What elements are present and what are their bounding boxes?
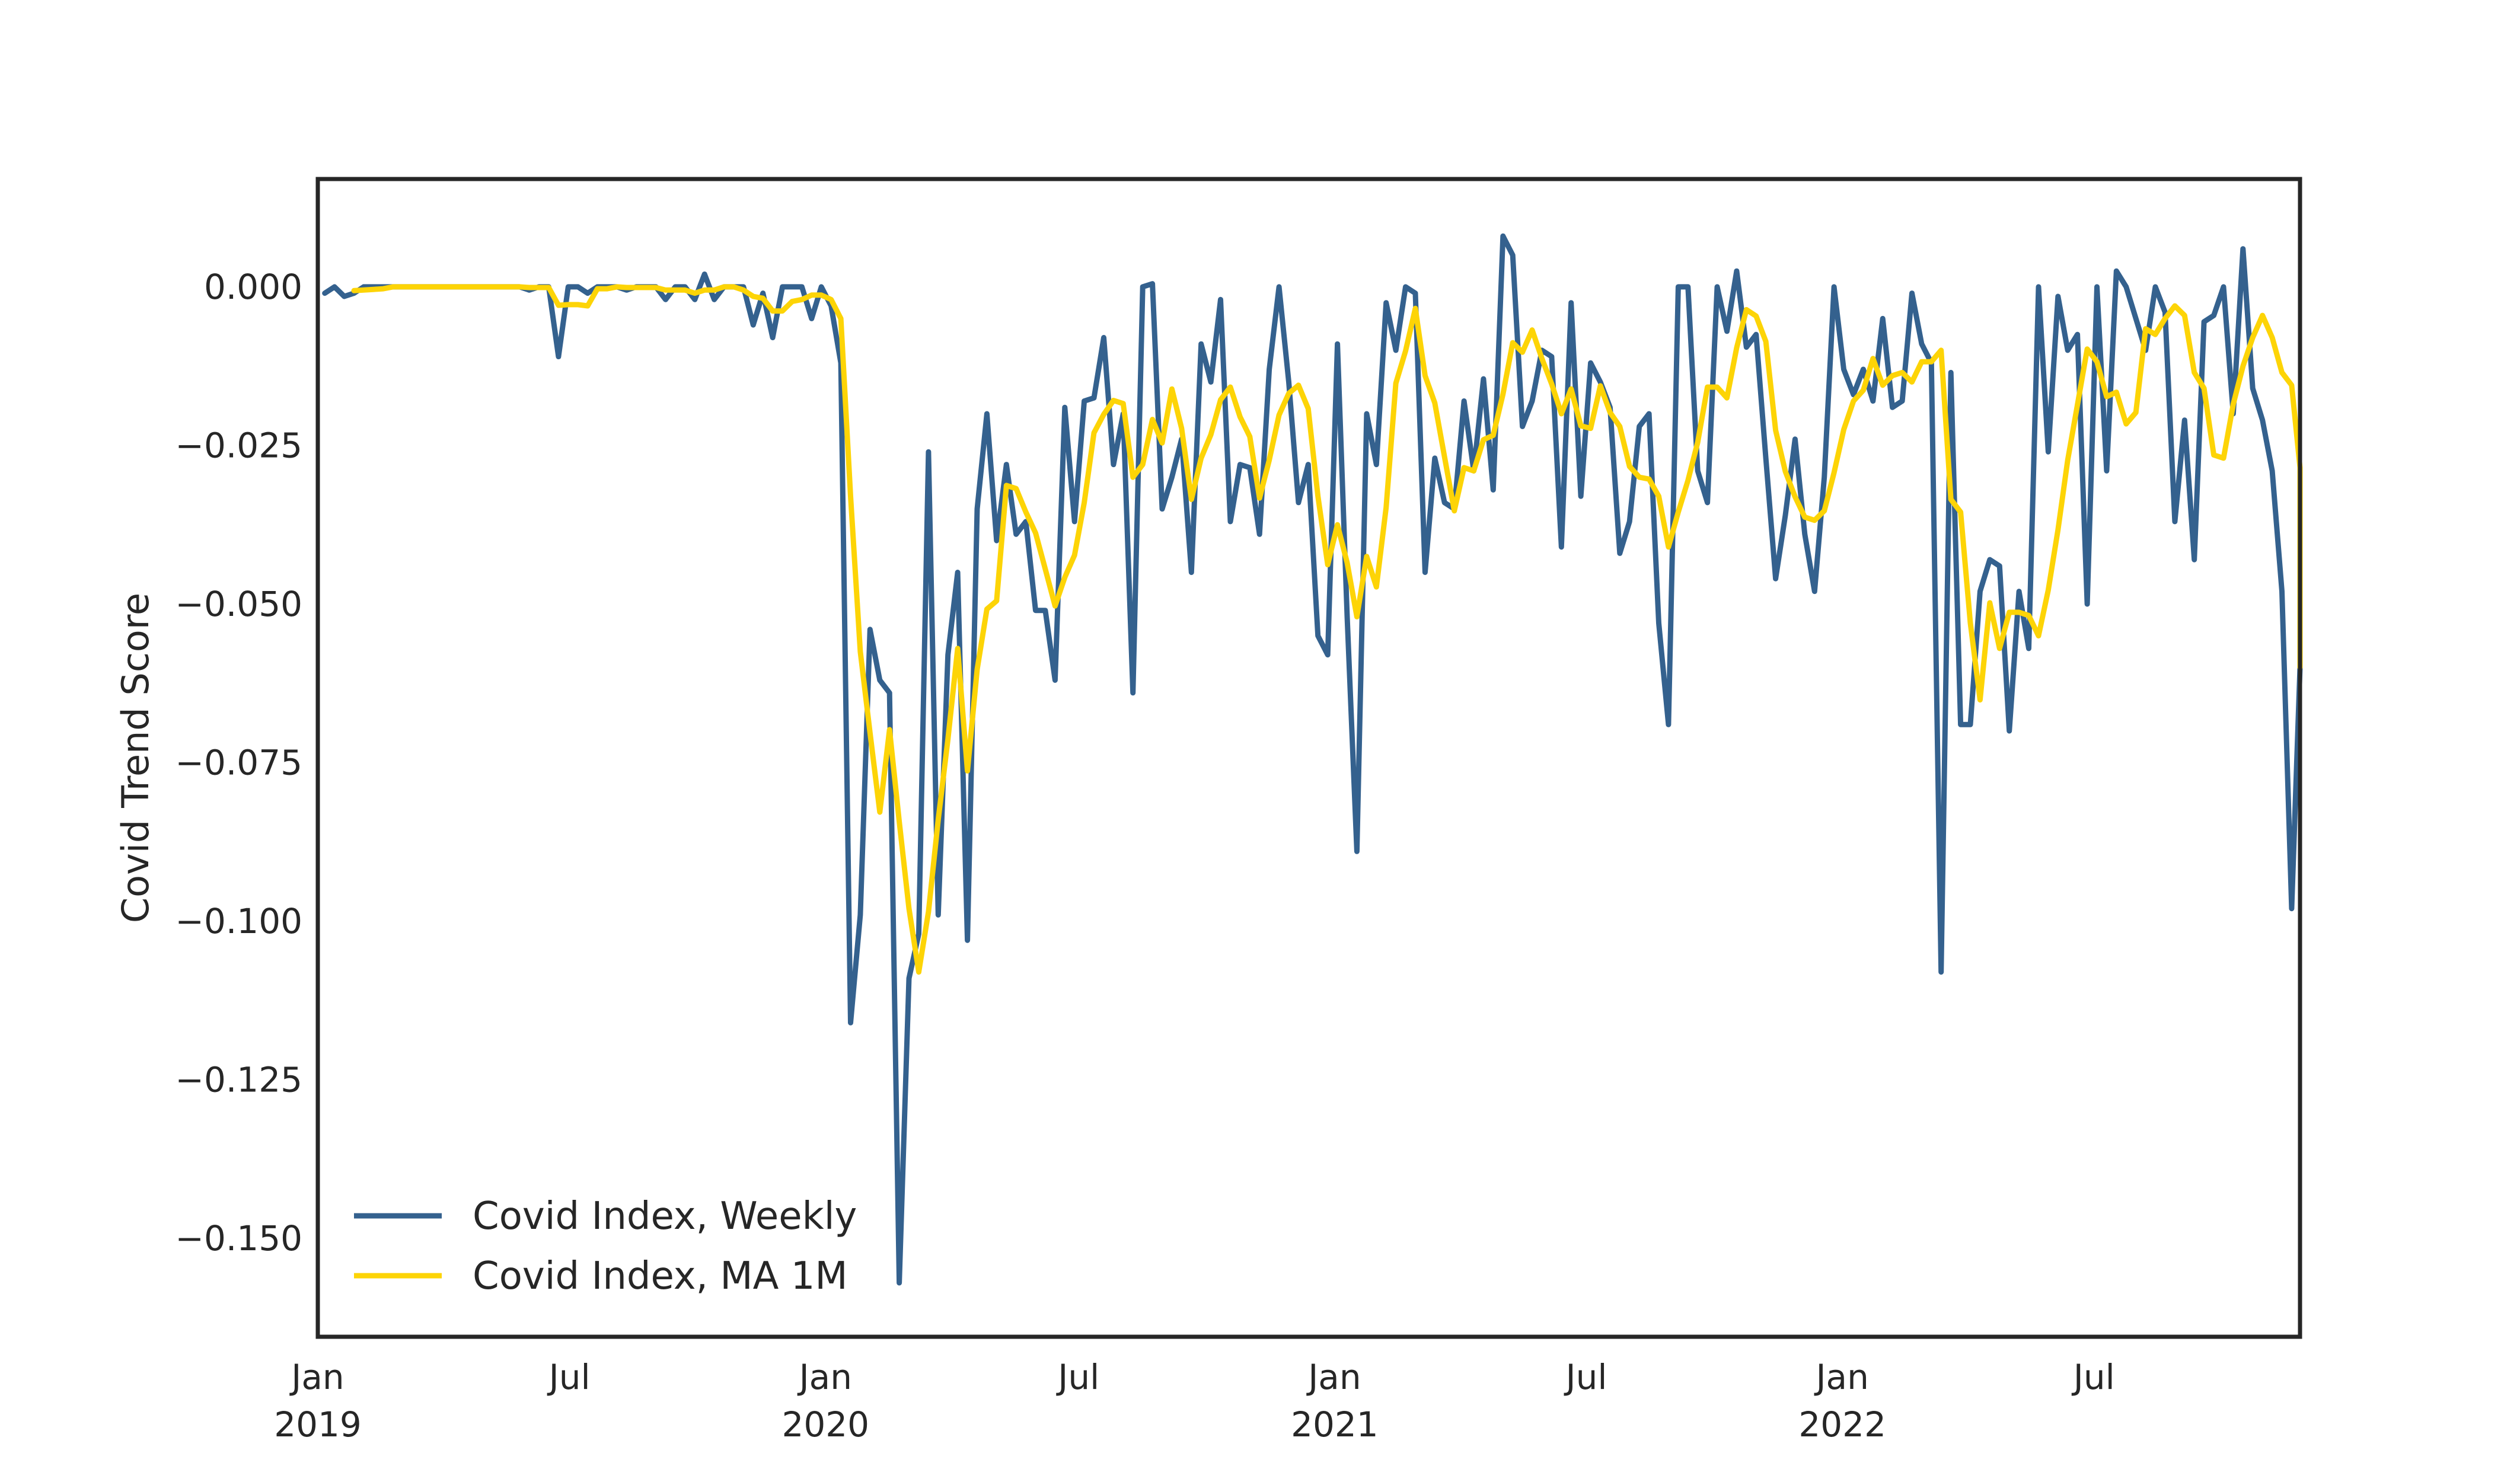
y-tick-label: −0.125: [175, 1060, 302, 1100]
y-tick-label: −0.025: [175, 425, 302, 465]
plot-background: [318, 179, 2300, 1337]
y-axis-label: Covid Trend Score: [114, 593, 157, 923]
x-axis: Jan 2019 Jul Jan 2020 Jul Jan 2021 Jul Jan 2022 Jul: [274, 1357, 2115, 1445]
y-tick-label: −0.050: [175, 584, 302, 624]
legend: Covid Index, Weekly Covid Index, MA 1M: [354, 1194, 857, 1298]
x-tick-label: Jul: [547, 1357, 591, 1397]
x-tick-year-label: 2020: [781, 1404, 869, 1445]
x-tick-year-label: 2021: [1291, 1404, 1379, 1445]
y-tick-label: 0.000: [204, 267, 302, 307]
legend-label: Covid Index, MA 1M: [473, 1254, 848, 1298]
x-tick-label: Jan: [1814, 1357, 1868, 1397]
x-tick-label: Jul: [1564, 1357, 1607, 1397]
y-axis: 0.000 −0.025 −0.050 −0.075 −0.100 −0.125 −0.15…: [175, 267, 302, 1259]
x-tick-year-label: 2022: [1798, 1404, 1886, 1445]
series-lines: [322, 233, 2303, 1286]
y-tick-label: −0.075: [175, 743, 302, 783]
plot-frame: [315, 177, 2302, 1339]
y-tick-label: −0.100: [175, 901, 302, 941]
x-tick-year-label: 2019: [274, 1404, 362, 1445]
series-line-ma-1m: [351, 284, 2303, 975]
x-tick-label: Jul: [2072, 1357, 2115, 1397]
legend-label: Covid Index, Weekly: [473, 1194, 857, 1238]
x-tick-label: Jul: [1056, 1357, 1099, 1397]
x-tick-label: Jan: [798, 1357, 852, 1397]
y-tick-label: −0.150: [175, 1218, 302, 1259]
x-tick-label: Jan: [289, 1357, 344, 1397]
x-tick-label: Jan: [1306, 1357, 1361, 1397]
plot-area: [315, 177, 2303, 1339]
